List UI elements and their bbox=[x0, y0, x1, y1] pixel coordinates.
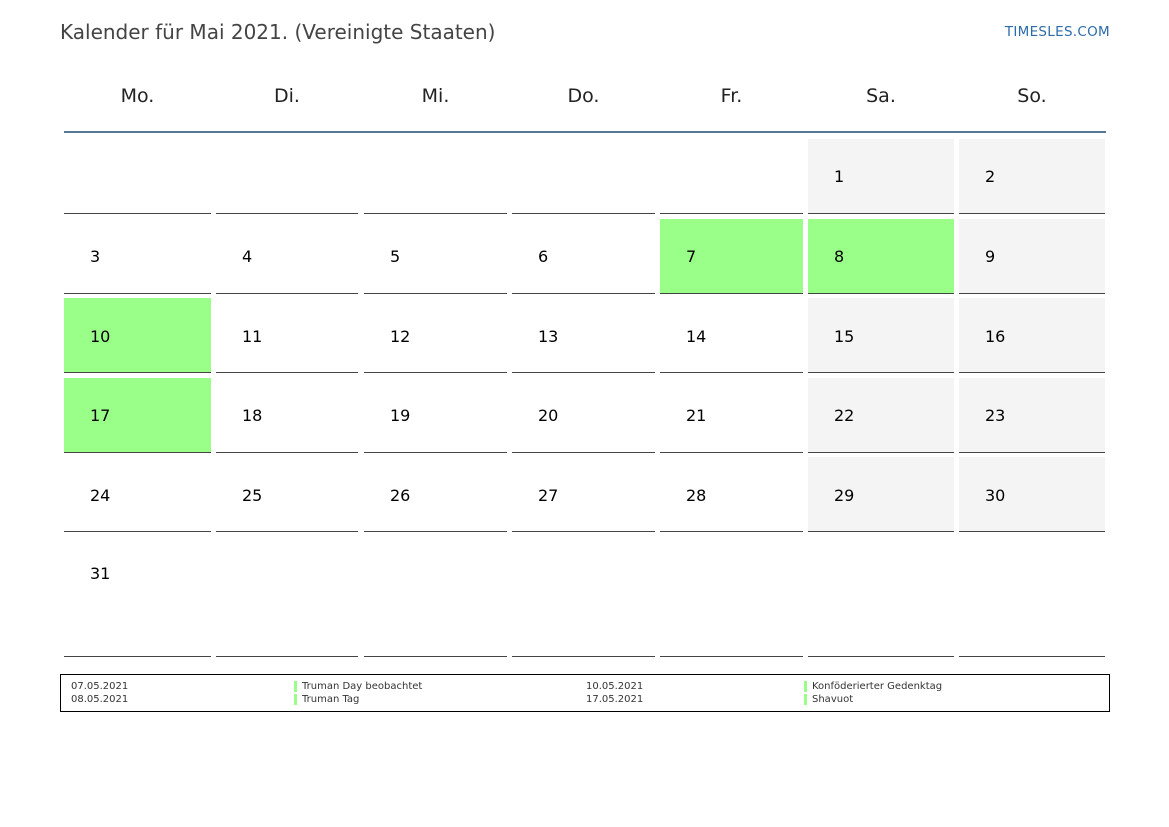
day-number: 27 bbox=[538, 486, 559, 505]
day-number: 12 bbox=[390, 327, 411, 346]
empty-day-cell bbox=[216, 537, 358, 657]
day-cell[interactable]: 9 bbox=[959, 219, 1105, 294]
empty-day-cell bbox=[660, 537, 803, 657]
holiday-legend: 07.05.2021 Truman Day beobachtet 08.05.202… bbox=[60, 674, 1110, 712]
legend-color-marker bbox=[804, 681, 807, 692]
empty-day-cell bbox=[959, 537, 1105, 657]
day-number: 31 bbox=[90, 564, 111, 583]
day-cell[interactable]: 22 bbox=[808, 378, 954, 453]
day-number: 9 bbox=[985, 247, 996, 266]
day-number: 5 bbox=[390, 247, 401, 266]
day-number: 7 bbox=[686, 247, 697, 266]
weekday-label: Fr. bbox=[720, 85, 743, 107]
header-divider bbox=[64, 131, 1106, 133]
day-number: 2 bbox=[985, 167, 996, 186]
day-cell[interactable]: 15 bbox=[808, 298, 954, 373]
day-cell[interactable]: 7 bbox=[660, 219, 803, 294]
day-cell[interactable]: 11 bbox=[216, 298, 358, 373]
day-cell[interactable]: 1 bbox=[808, 139, 954, 214]
day-cell[interactable]: 25 bbox=[216, 457, 358, 532]
empty-day-cell bbox=[216, 139, 358, 214]
day-number: 19 bbox=[390, 406, 411, 425]
day-cell[interactable]: 19 bbox=[364, 378, 507, 453]
day-cell[interactable]: 6 bbox=[512, 219, 655, 294]
day-cell[interactable]: 28 bbox=[660, 457, 803, 532]
empty-day-cell bbox=[808, 537, 954, 657]
day-number: 29 bbox=[834, 486, 855, 505]
weekday-label: Di. bbox=[274, 85, 300, 107]
day-number: 6 bbox=[538, 247, 549, 266]
day-number: 1 bbox=[834, 167, 845, 186]
day-cell[interactable]: 14 bbox=[660, 298, 803, 373]
day-cell[interactable]: 13 bbox=[512, 298, 655, 373]
day-number: 24 bbox=[90, 486, 111, 505]
day-number: 20 bbox=[538, 406, 559, 425]
day-number: 23 bbox=[985, 406, 1006, 425]
page-title: Kalender für Mai 2021. (Vereinigte Staat… bbox=[60, 20, 496, 44]
day-cell[interactable]: 3 bbox=[64, 219, 211, 294]
day-number: 26 bbox=[390, 486, 411, 505]
day-number: 14 bbox=[686, 327, 707, 346]
weekday-label: Do. bbox=[567, 85, 600, 107]
empty-day-cell bbox=[512, 139, 655, 214]
day-cell[interactable]: 4 bbox=[216, 219, 358, 294]
day-number: 8 bbox=[834, 247, 845, 266]
empty-day-cell bbox=[64, 139, 211, 214]
day-number: 4 bbox=[242, 247, 253, 266]
empty-day-cell bbox=[364, 139, 507, 214]
day-cell[interactable]: 23 bbox=[959, 378, 1105, 453]
weekday-label: Mo. bbox=[120, 85, 155, 107]
day-cell[interactable]: 5 bbox=[364, 219, 507, 294]
day-cell[interactable]: 8 bbox=[808, 219, 954, 294]
day-cell[interactable]: 21 bbox=[660, 378, 803, 453]
day-cell[interactable]: 29 bbox=[808, 457, 954, 532]
day-number: 11 bbox=[242, 327, 263, 346]
day-cell[interactable]: 10 bbox=[64, 298, 211, 373]
legend-holiday-name: Truman Tag bbox=[302, 694, 360, 705]
day-number: 22 bbox=[834, 406, 855, 425]
day-number: 25 bbox=[242, 486, 263, 505]
legend-date: 17.05.2021 bbox=[586, 694, 644, 705]
day-number: 18 bbox=[242, 406, 263, 425]
legend-color-marker bbox=[294, 681, 297, 692]
day-number: 17 bbox=[90, 406, 111, 425]
empty-day-cell bbox=[364, 537, 507, 657]
site-link[interactable]: TIMESLES.COM bbox=[1004, 24, 1110, 40]
day-number: 10 bbox=[90, 327, 111, 346]
day-cell[interactable]: 24 bbox=[64, 457, 211, 532]
day-cell[interactable]: 12 bbox=[364, 298, 507, 373]
day-cell[interactable]: 18 bbox=[216, 378, 358, 453]
legend-holiday-name: Konföderierter Gedenktag bbox=[812, 681, 943, 692]
day-number: 3 bbox=[90, 247, 101, 266]
day-number: 16 bbox=[985, 327, 1006, 346]
day-cell[interactable]: 31 bbox=[64, 537, 211, 657]
weekday-label: So. bbox=[1017, 85, 1047, 107]
legend-color-marker bbox=[804, 694, 807, 705]
empty-day-cell bbox=[512, 537, 655, 657]
legend-date: 10.05.2021 bbox=[586, 681, 644, 692]
day-cell[interactable]: 20 bbox=[512, 378, 655, 453]
legend-holiday-name: Shavuot bbox=[812, 694, 854, 705]
day-cell[interactable]: 26 bbox=[364, 457, 507, 532]
legend-holiday-name: Truman Day beobachtet bbox=[302, 681, 423, 692]
weekday-header-row: Mo. Di. Mi. Do. Fr. Sa. So. bbox=[64, 85, 1106, 115]
weekday-label: Sa. bbox=[866, 85, 896, 107]
day-number: 21 bbox=[686, 406, 707, 425]
empty-day-cell bbox=[660, 139, 803, 214]
day-cell[interactable]: 30 bbox=[959, 457, 1105, 532]
day-cell[interactable]: 2 bbox=[959, 139, 1105, 214]
day-number: 30 bbox=[985, 486, 1006, 505]
day-number: 13 bbox=[538, 327, 559, 346]
day-number: 15 bbox=[834, 327, 855, 346]
weekday-label: Mi. bbox=[421, 85, 450, 107]
legend-date: 08.05.2021 bbox=[71, 694, 129, 705]
day-number: 28 bbox=[686, 486, 707, 505]
legend-color-marker bbox=[294, 694, 297, 705]
day-cell[interactable]: 16 bbox=[959, 298, 1105, 373]
day-cell[interactable]: 27 bbox=[512, 457, 655, 532]
legend-date: 07.05.2021 bbox=[71, 681, 129, 692]
day-cell[interactable]: 17 bbox=[64, 378, 211, 453]
